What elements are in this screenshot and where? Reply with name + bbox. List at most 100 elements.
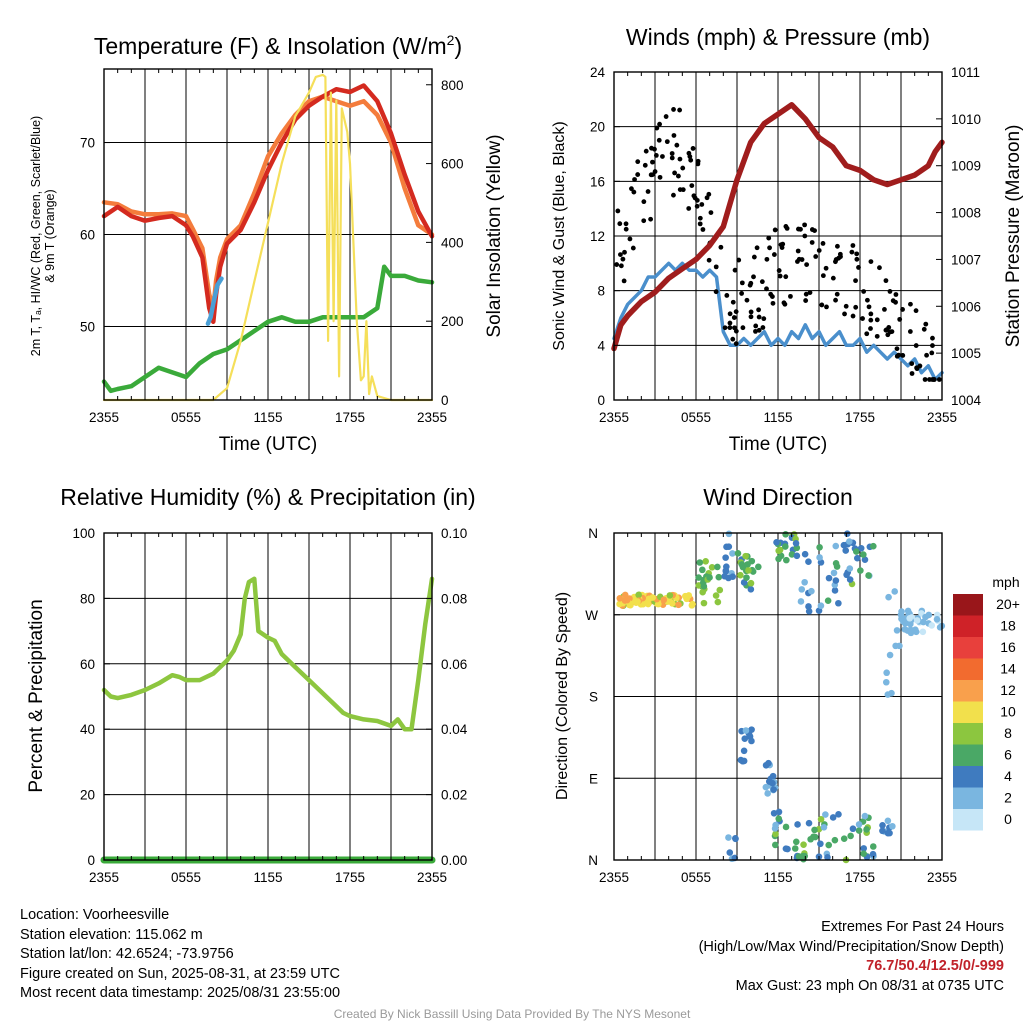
rh-ytick-right-label: 0.00	[441, 853, 467, 868]
wdir-xtick-label: 0555	[681, 870, 711, 885]
wind-panel: 0 4 8 12 16 20 24 1004 1005 1006 1007 1008 1009 1010 1…	[551, 24, 1024, 455]
gust-point	[657, 121, 662, 127]
gust-point	[833, 297, 838, 303]
direction-point	[734, 550, 742, 557]
legend-swatch	[953, 787, 983, 809]
gust-point	[680, 165, 686, 171]
gust-point	[799, 257, 805, 262]
direction-point	[893, 627, 901, 634]
direction-point	[666, 592, 674, 599]
rh-panel: 0 20 40 60 80 100 0.00 0.02 0.04 0.06 0.08 0.10 2355…	[26, 484, 476, 885]
rh-ytick-label: 80	[80, 591, 95, 606]
speed-legend: mph 20+ 18 16 14 12 10 8 6 4 2 0	[953, 574, 1020, 831]
wind-ytick-label: 0	[597, 393, 605, 408]
gust-point	[751, 254, 757, 260]
direction-point	[846, 565, 854, 572]
direction-point	[889, 822, 896, 830]
gust-point	[913, 308, 919, 314]
rh-ylabel: Percent & Precipitation	[26, 599, 47, 792]
gust-point	[798, 226, 803, 232]
gust-point	[623, 226, 629, 232]
direction-point	[832, 577, 840, 584]
temp-series-2	[205, 276, 224, 326]
gust-point	[618, 252, 623, 258]
rh-xtick-label: 2355	[417, 870, 447, 885]
wind-xtick-label: 2355	[599, 410, 629, 425]
legend-swatch	[953, 766, 983, 788]
rh-xtick-label: 2355	[89, 870, 119, 885]
gust-point	[652, 169, 658, 174]
rh-ytick-label: 100	[72, 526, 95, 541]
gust-point	[922, 377, 928, 382]
legend-label: 10	[1000, 704, 1016, 720]
rh-ytick-right-label: 0.06	[441, 657, 467, 672]
gust-point	[849, 249, 855, 255]
gust-point	[764, 286, 769, 292]
direction-point	[695, 574, 702, 581]
gust-point	[753, 323, 759, 329]
gust-point	[853, 278, 858, 284]
gust-point	[736, 257, 742, 263]
pressure-line	[611, 102, 945, 352]
gust-point	[883, 327, 889, 333]
direction-point	[744, 561, 751, 568]
direction-point	[775, 815, 783, 822]
gust-point	[677, 107, 683, 113]
credit-line: Created By Nick Bassill Using Data Provi…	[333, 1007, 691, 1021]
gust-point	[718, 244, 724, 250]
gust-point	[642, 162, 648, 168]
direction-point	[888, 689, 895, 697]
station-latlon: Station lat/lon: 42.6524; -73.9756	[20, 946, 234, 963]
direction-point	[725, 834, 732, 841]
gust-point	[713, 264, 719, 270]
wdir-xtick-label: 1155	[763, 870, 792, 885]
direction-point	[784, 845, 791, 853]
temp-ylabel-right: Solar Insolation (Yellow)	[484, 134, 505, 337]
direction-point	[829, 814, 837, 821]
direction-point	[817, 602, 825, 610]
temp-xlabel: Time (UTC)	[219, 434, 318, 455]
direction-point	[861, 556, 869, 564]
gust-point	[664, 139, 670, 145]
gust-point	[657, 174, 663, 180]
gust-point	[894, 346, 900, 352]
gust-point	[819, 302, 825, 308]
temp-ytick-right-label: 400	[441, 235, 464, 250]
gust-point	[930, 343, 935, 348]
gust-point	[931, 377, 937, 382]
direction-point	[920, 618, 927, 626]
gust-point	[614, 262, 620, 267]
gust-point	[663, 114, 669, 119]
gust-point	[650, 159, 655, 165]
station-info: Location: Voorheesville Station elevatio…	[20, 906, 340, 1004]
extremes-values: 76.7/50.4/12.5/0/-999	[866, 958, 1004, 975]
direction-point	[817, 815, 825, 823]
gust-point	[740, 325, 746, 331]
gust-point	[730, 336, 736, 342]
direction-point	[769, 772, 777, 780]
gust-point	[618, 263, 624, 269]
direction-point	[817, 840, 824, 848]
direction-point	[660, 596, 668, 604]
rh-ytick-right-label: 0.02	[441, 788, 467, 803]
rh-ytick-label: 20	[80, 788, 95, 803]
gust-point	[856, 265, 861, 270]
direction-point	[879, 821, 886, 829]
gust-point	[936, 377, 942, 382]
temp-ytick-right-label: 200	[441, 314, 464, 329]
direction-point	[807, 835, 814, 843]
direction-point	[842, 547, 850, 554]
direction-point	[740, 747, 748, 755]
gust-point	[706, 257, 712, 263]
direction-point	[805, 819, 813, 827]
direction-point	[696, 559, 704, 566]
direction-point	[775, 555, 782, 563]
gust-point	[893, 292, 899, 297]
direction-point	[855, 827, 863, 834]
wind-xtick-label: 2355	[927, 410, 957, 425]
direction-point	[771, 825, 779, 832]
gust-point	[697, 221, 703, 227]
direction-point	[833, 563, 841, 570]
gust-point	[776, 268, 782, 273]
